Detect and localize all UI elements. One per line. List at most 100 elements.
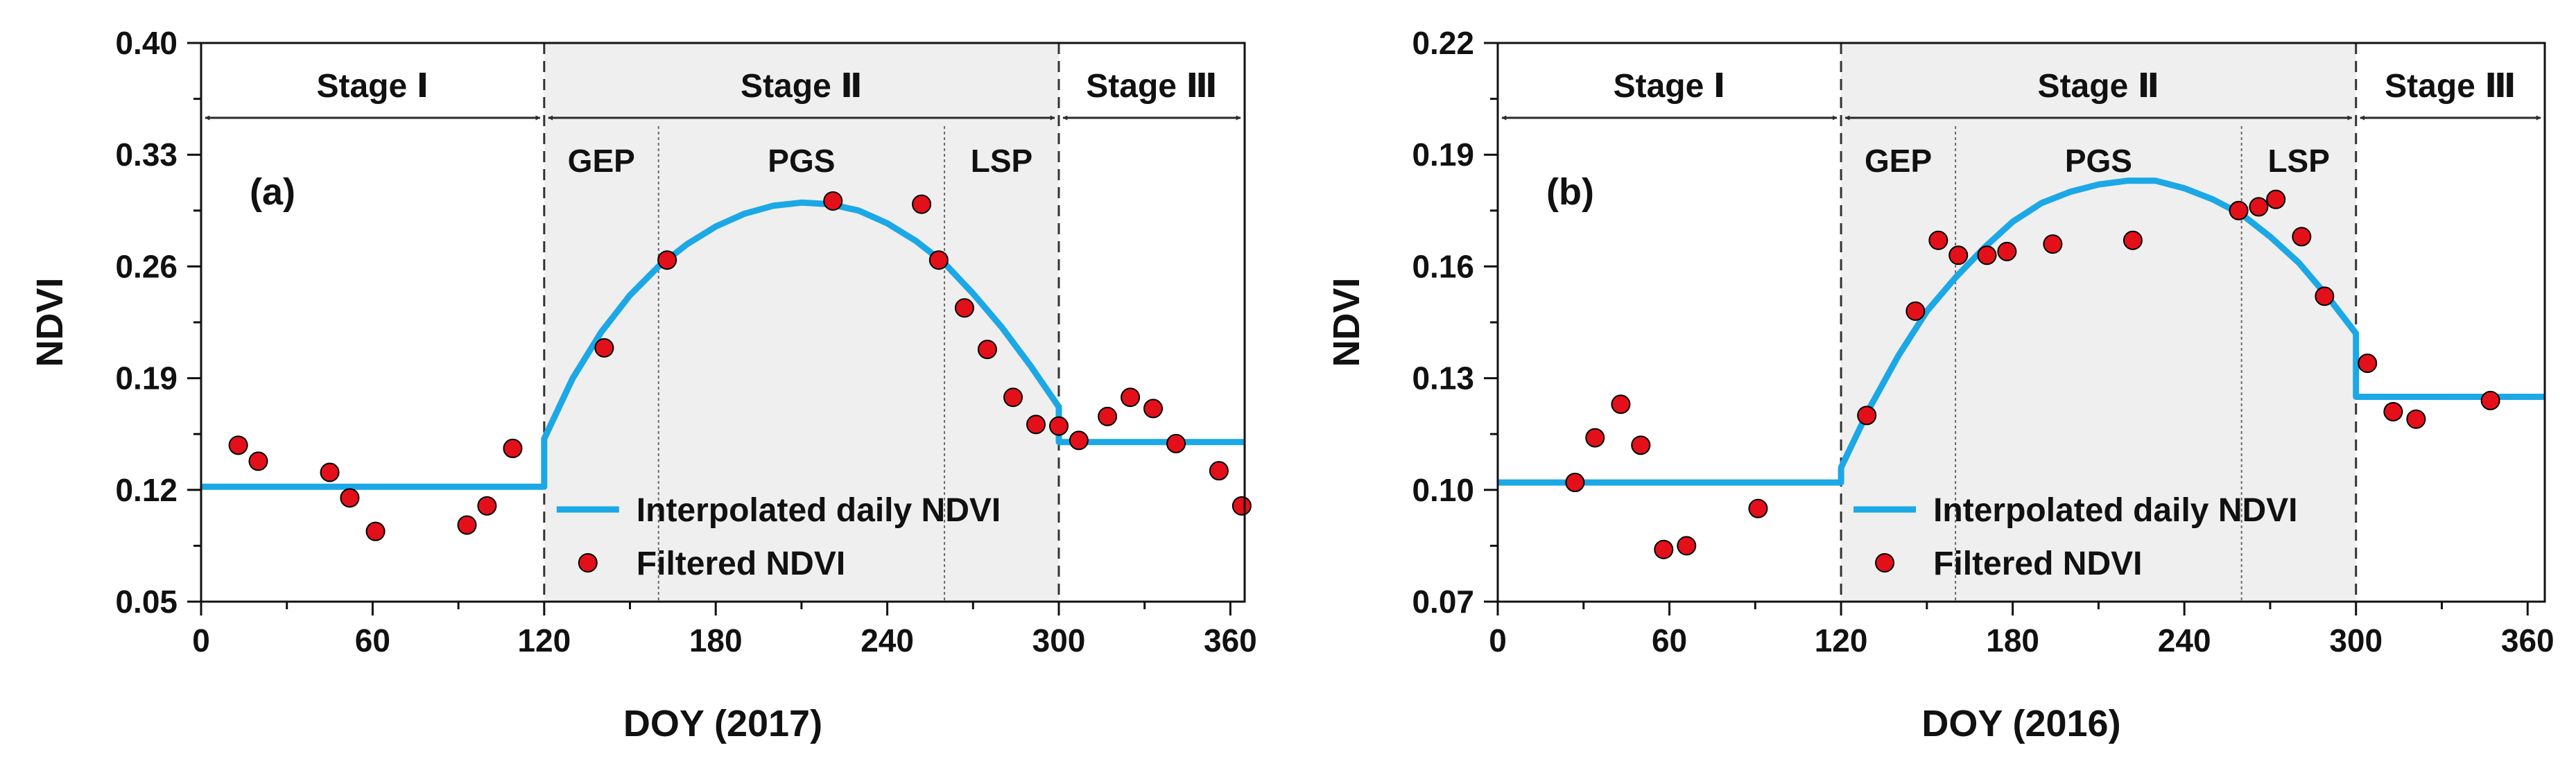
filtered-ndvi-point	[1857, 405, 1877, 426]
legend-dot-label: Filtered NDVI	[637, 546, 845, 582]
phase-label: PGS	[2065, 143, 2132, 179]
filtered-ndvi-point	[1928, 230, 1948, 250]
y-tick-label: 0.05	[115, 584, 178, 620]
filtered-ndvi-point	[2315, 286, 2335, 306]
filtered-ndvi-point	[1631, 435, 1651, 455]
filtered-ndvi-point	[823, 191, 843, 211]
legend-dot-swatch	[578, 553, 598, 573]
legend-dot-swatch	[1875, 553, 1895, 573]
filtered-ndvi-point	[2229, 200, 2249, 220]
x-tick-label: 180	[689, 622, 743, 658]
filtered-ndvi-point	[2249, 197, 2269, 217]
y-tick-label: 0.19	[115, 360, 178, 396]
x-tick-label: 0	[1489, 622, 1507, 658]
filtered-ndvi-point	[1677, 536, 1697, 556]
filtered-ndvi-point	[2123, 230, 2143, 250]
filtered-ndvi-point	[457, 515, 477, 535]
y-axis-title: NDVI	[1326, 277, 1367, 367]
x-tick-label: 120	[1815, 622, 1868, 658]
filtered-ndvi-point	[1003, 387, 1023, 408]
y-tick-label: 0.40	[115, 25, 178, 61]
filtered-ndvi-point	[1654, 539, 1674, 559]
y-tick-label: 0.33	[115, 137, 178, 173]
legend-dot-label: Filtered NDVI	[1933, 546, 2142, 582]
filtered-ndvi-point	[1905, 301, 1926, 321]
chart-panel-a: Stage Ⅰ Stage Ⅱ Stage Ⅲ GEP PGS LSP (a) Interpo…	[29, 25, 1257, 744]
phase-label: PGS	[768, 143, 835, 179]
stage-label: Stage Ⅰ	[1614, 68, 1726, 105]
filtered-ndvi-point	[228, 435, 248, 455]
filtered-ndvi-point	[1585, 428, 1605, 448]
filtered-ndvi-point	[1143, 399, 1164, 419]
filtered-ndvi-point	[977, 340, 997, 360]
legend-line-label: Interpolated daily NDVI	[637, 492, 1001, 529]
filtered-ndvi-point	[657, 250, 677, 270]
y-tick-label: 0.10	[1412, 472, 1474, 508]
filtered-ndvi-point	[320, 462, 340, 482]
filtered-ndvi-point	[954, 298, 974, 318]
y-tick-label: 0.22	[1412, 25, 1474, 61]
filtered-ndvi-point	[1048, 416, 1069, 436]
x-tick-label: 60	[1652, 622, 1687, 658]
stage-label: Stage Ⅰ	[316, 68, 429, 105]
filtered-ndvi-point	[1231, 496, 1252, 516]
x-tick-label: 360	[1204, 622, 1257, 658]
interpolated-ndvi-line	[201, 199, 1245, 490]
filtered-ndvi-point	[1069, 430, 1089, 451]
filtered-ndvi-point	[2266, 189, 2286, 209]
filtered-ndvi-point	[2480, 390, 2500, 410]
filtered-ndvi-point	[1565, 473, 1585, 493]
filtered-ndvi-point	[594, 338, 614, 358]
stage-label: Stage Ⅲ	[1086, 68, 1217, 105]
phase-label: GEP	[568, 143, 635, 179]
y-tick-label: 0.07	[1412, 584, 1474, 620]
stage-label: Stage Ⅱ	[2038, 68, 2160, 105]
x-tick-label: 60	[355, 622, 390, 658]
filtered-ndvi-point	[1209, 461, 1229, 481]
x-tick-label: 240	[861, 622, 914, 658]
filtered-ndvi-point	[2292, 227, 2312, 247]
filtered-ndvi-point	[1098, 406, 1118, 426]
x-tick-label: 240	[2158, 622, 2211, 658]
x-tick-label: 0	[192, 622, 210, 658]
filtered-ndvi-point	[1611, 394, 1631, 414]
stage-label: Stage Ⅱ	[741, 68, 863, 105]
filtered-ndvi-point	[365, 521, 386, 541]
filtered-ndvi-point	[503, 438, 523, 458]
x-axis-title: DOY (2017)	[623, 703, 822, 744]
filtered-ndvi-point	[2043, 234, 2063, 254]
y-tick-label: 0.26	[115, 248, 178, 284]
y-tick-label: 0.12	[115, 472, 178, 508]
filtered-ndvi-point	[928, 250, 949, 270]
x-tick-label: 120	[517, 622, 571, 658]
filtered-ndvi-point	[477, 496, 497, 516]
legend-line-label: Interpolated daily NDVI	[1933, 492, 2297, 529]
phase-label: LSP	[971, 143, 1032, 179]
x-tick-label: 360	[2501, 622, 2555, 658]
filtered-ndvi-point	[1997, 241, 2017, 261]
y-tick-label: 0.19	[1412, 137, 1474, 173]
x-tick-label: 300	[1032, 622, 1086, 658]
y-axis-title: NDVI	[29, 277, 71, 367]
filtered-ndvi-point	[1026, 414, 1046, 435]
stage-ii-shaded-region	[1841, 43, 2356, 602]
filtered-ndvi-point	[1166, 434, 1186, 454]
filtered-ndvi-point	[1748, 498, 1768, 518]
phase-label: GEP	[1865, 143, 1932, 179]
filtered-ndvi-point	[2383, 401, 2403, 421]
filtered-ndvi-point	[1948, 245, 1969, 265]
panel-label: (b)	[1546, 171, 1594, 213]
filtered-ndvi-point	[340, 488, 360, 508]
phase-label: LSP	[2267, 143, 2329, 179]
filtered-ndvi-point	[912, 194, 932, 214]
y-tick-label: 0.16	[1412, 248, 1474, 284]
filtered-ndvi-point	[2406, 409, 2426, 429]
x-axis-title: DOY (2016)	[1921, 703, 2120, 744]
panel-label: (a)	[250, 171, 295, 213]
chart-panel-b: Stage Ⅰ Stage Ⅱ Stage Ⅲ GEP PGS LSP (b) Interpo…	[1326, 25, 2555, 744]
filtered-ndvi-point	[1977, 245, 1997, 265]
x-tick-label: 180	[1986, 622, 2039, 658]
stage-label: Stage Ⅲ	[2385, 68, 2516, 105]
filtered-ndvi-point	[248, 451, 268, 471]
